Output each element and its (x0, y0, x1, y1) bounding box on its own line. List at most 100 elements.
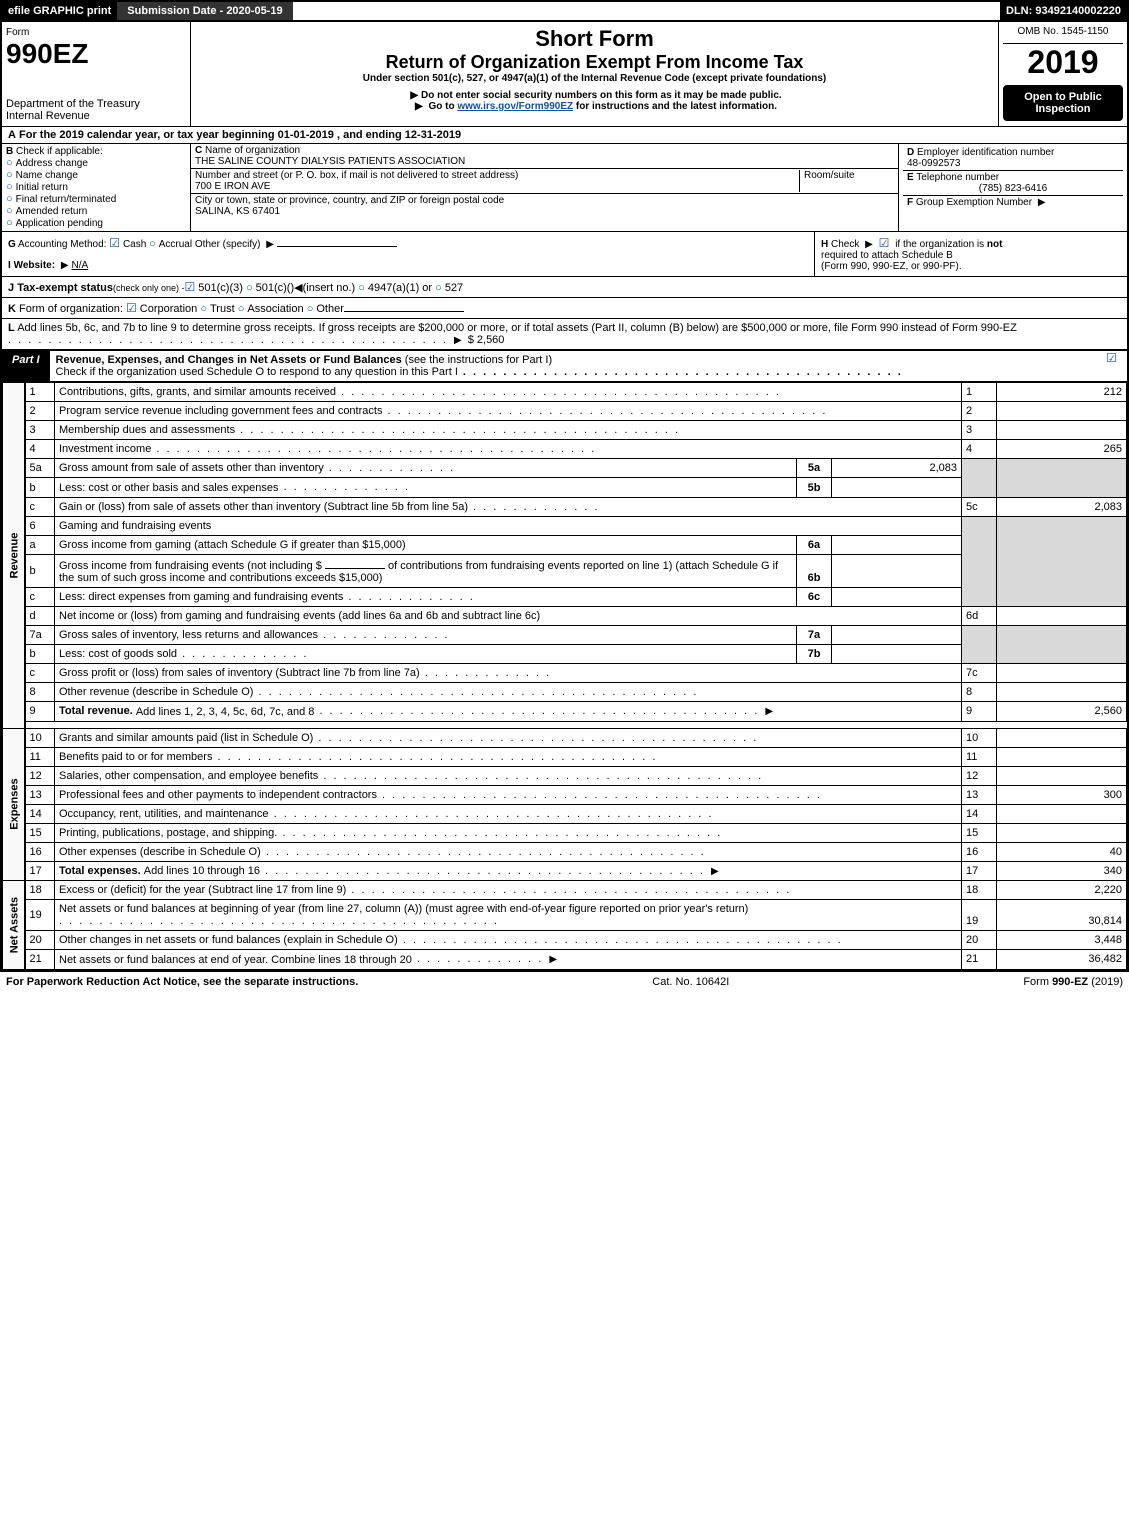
dots (235, 424, 680, 436)
form-org-label: Form of organization: (19, 303, 123, 315)
dots (177, 648, 308, 660)
dots (269, 808, 714, 820)
org-name-label: Name of organization (205, 145, 300, 156)
irs-link[interactable]: www.irs.gov/Form990EZ (457, 101, 573, 112)
arrow-icon (546, 953, 560, 965)
efile-print-button[interactable]: efile GRAPHIC print (2, 2, 117, 20)
expenses-side-label: Expenses (3, 728, 25, 881)
street-label: Number and street (or P. O. box, if mail… (195, 170, 518, 181)
omb-number: OMB No. 1545-1150 (1003, 26, 1123, 44)
check-one: (check only one) - (113, 283, 185, 293)
mini-value (832, 554, 962, 587)
mini-box: 5a (797, 459, 832, 478)
line-num: c (25, 587, 55, 606)
line-box: 17 (962, 862, 997, 881)
line-value: 30,814 (997, 900, 1127, 931)
arrow-icon (263, 239, 277, 250)
line-num: 11 (25, 747, 55, 766)
chk-cash[interactable]: Cash (109, 239, 146, 250)
row-l-label: L (8, 322, 15, 334)
submission-date-label: Submission Date - 2020-05-19 (117, 2, 292, 20)
insert-no: (insert no.) (303, 282, 356, 294)
group-exempt-label: Group Exemption Number (916, 197, 1032, 208)
line-box: 8 (962, 683, 997, 702)
line-value (997, 747, 1127, 766)
arrow-icon (708, 865, 722, 877)
website-value: N/A (72, 260, 472, 271)
form-year: (2019) (1088, 976, 1123, 988)
org-info-block: B Check if applicable: Address change Na… (2, 144, 1127, 232)
arrow-icon (58, 260, 72, 271)
chk-other-org[interactable]: Other (307, 303, 344, 315)
line-desc: Add lines 1, 2, 3, 4, 5c, 6d, 7c, and 8 (136, 706, 315, 718)
chk-trust[interactable]: Trust (200, 303, 234, 315)
website-label: Website: (14, 260, 56, 271)
dots (412, 953, 543, 965)
line-value: 2,560 (997, 702, 1127, 721)
irs-label: Internal Revenue (6, 110, 186, 122)
accounting-method-label: Accounting Method: (18, 239, 106, 250)
chk-501c3[interactable]: 501(c)(3) (185, 280, 243, 294)
chk-application-pending[interactable]: Application pending (6, 217, 186, 229)
chk-final-return[interactable]: Final return/terminated (6, 193, 186, 205)
line-box: 7c (962, 664, 997, 683)
period-begin: 01-01-2019 (278, 129, 334, 141)
chk-schedule-b[interactable] (879, 239, 893, 250)
chk-schedule-o[interactable] (1106, 353, 1120, 365)
other-input[interactable] (277, 236, 397, 247)
chk-name-change[interactable]: Name change (6, 169, 186, 181)
tax-exempt-label: Tax-exempt status (17, 282, 113, 294)
chk-527[interactable]: 527 (435, 282, 463, 294)
chk-4947[interactable]: 4947(a)(1) or (358, 282, 432, 294)
dots (261, 846, 706, 858)
line-num: 16 (25, 843, 55, 862)
revenue-side-label: Revenue (3, 383, 25, 729)
line-desc: Program service revenue including govern… (59, 405, 382, 417)
line-num: d (25, 606, 55, 625)
dots (8, 334, 448, 346)
h-text2: if the organization is (895, 239, 984, 250)
line-desc: Gain or (loss) from sale of assets other… (59, 501, 468, 513)
dots (313, 732, 758, 744)
contrib-input[interactable] (325, 558, 385, 569)
gross-receipts: $ 2,560 (468, 334, 505, 346)
paperwork-notice: For Paperwork Reduction Act Notice, see … (6, 976, 358, 988)
chk-corporation[interactable]: Corporation (126, 301, 197, 315)
city-value: SALINA, KS 67401 (195, 206, 280, 217)
street-value: 700 E IRON AVE (195, 181, 270, 192)
dots (314, 705, 759, 717)
line-num: 3 (25, 421, 55, 440)
ein-value: 48-0992573 (907, 158, 960, 169)
line-desc: Net income or (loss) from gaming and fun… (59, 610, 540, 622)
dots (277, 827, 722, 839)
mini-value: 2,083 (832, 459, 962, 478)
line-desc: Other changes in net assets or fund bala… (59, 934, 398, 946)
line-box: 9 (962, 702, 997, 721)
line-desc: Grants and similar amounts paid (list in… (59, 732, 313, 744)
top-bar: efile GRAPHIC print Submission Date - 20… (2, 2, 1127, 22)
line-num: 13 (25, 785, 55, 804)
dots (458, 366, 903, 378)
chk-amended-return[interactable]: Amended return (6, 205, 186, 217)
chk-address-change[interactable]: Address change (6, 157, 186, 169)
chk-501c[interactable]: 501(c)( (246, 282, 291, 294)
shaded-cell (997, 626, 1127, 664)
netassets-side-label: Net Assets (3, 881, 25, 969)
line-num: 2 (25, 402, 55, 421)
box-e-label: E (907, 172, 914, 183)
form-name: 990-EZ (1052, 976, 1088, 988)
form-number: 990EZ (6, 38, 186, 70)
line-desc: Contributions, gifts, grants, and simila… (59, 386, 336, 398)
line-desc: Excess or (deficit) for the year (Subtra… (59, 884, 346, 896)
chk-initial-return[interactable]: Initial return (6, 181, 186, 193)
mini-value (832, 478, 962, 497)
line-num: b (25, 554, 55, 587)
subtitle: Under section 501(c), 527, or 4947(a)(1)… (195, 73, 994, 84)
shaded-cell (997, 516, 1127, 606)
line-desc: Gross amount from sale of assets other t… (59, 462, 324, 474)
line-desc: Gaming and fundraising events (59, 520, 211, 532)
chk-accrual[interactable]: Accrual (149, 239, 192, 250)
chk-association[interactable]: Association (238, 303, 304, 315)
cat-no: Cat. No. 10642I (652, 976, 729, 988)
other-org-input[interactable] (344, 301, 464, 312)
